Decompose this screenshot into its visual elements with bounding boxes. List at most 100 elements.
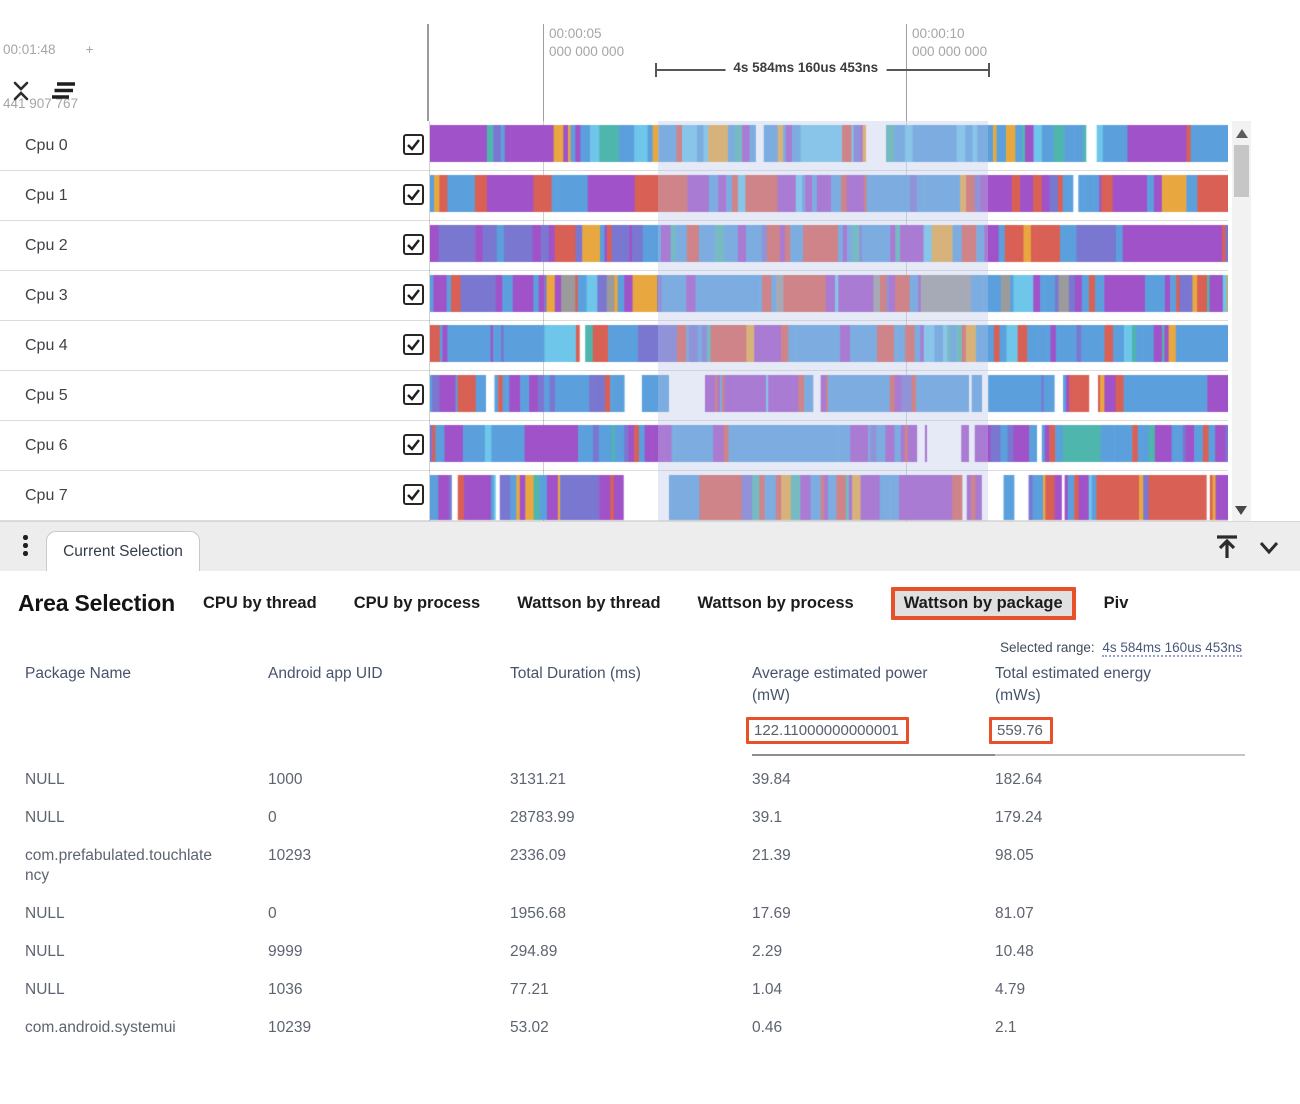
scrollbar-down-arrow-icon[interactable] xyxy=(1235,506,1247,515)
table-cell: 77.21 xyxy=(510,981,549,998)
table-cell: com.prefabulated.touchlatency xyxy=(25,847,212,884)
checkmark-icon xyxy=(407,239,420,251)
expand-panel-icon[interactable] xyxy=(1212,532,1242,562)
table-cell: 21.39 xyxy=(752,847,791,864)
table-cell: 179.24 xyxy=(995,809,1043,826)
selected-range-label: Selected range: xyxy=(1000,640,1095,655)
measure-label: 4s 584ms 160us 453ns xyxy=(725,60,887,75)
summary-avg-power-value: 122.11000000000001 xyxy=(746,717,909,744)
table-cell: 39.84 xyxy=(752,771,791,788)
selected-range-value[interactable]: 4s 584ms 160us 453ns xyxy=(1102,640,1242,657)
track-checkbox[interactable] xyxy=(403,284,424,305)
clock-time: 00:01:48 xyxy=(3,42,56,57)
track-label: Cpu 3 xyxy=(25,287,68,304)
checkmark-icon xyxy=(407,139,420,151)
checkmark-icon xyxy=(407,339,420,351)
table-cell: 2336.09 xyxy=(510,847,567,864)
tick-subtime: 000 000 000 xyxy=(912,44,988,59)
summary-cell-avg-power: 122.11000000000001 xyxy=(746,711,995,756)
panel-menu-icon[interactable] xyxy=(23,535,28,559)
arrow-up-to-line-icon xyxy=(1217,535,1237,558)
summary-cell-empty xyxy=(25,740,268,756)
table-cell: 39.1 xyxy=(752,809,783,826)
track-checkbox[interactable] xyxy=(403,384,424,405)
table-cell: 3131.21 xyxy=(510,771,567,788)
tick-time: 00:00:05 xyxy=(549,26,602,41)
track-label: Cpu 0 xyxy=(25,137,68,154)
table-cell: 0 xyxy=(268,809,277,826)
table-cell: NULL xyxy=(25,943,65,960)
tracks-scrollbar[interactable] xyxy=(1232,121,1251,521)
track-label: Cpu 7 xyxy=(25,487,68,504)
table-cell: 0.46 xyxy=(752,1019,783,1036)
view-tab-cpu-by-thread[interactable]: CPU by thread xyxy=(203,594,317,612)
timeline-tick xyxy=(543,24,544,121)
summary-cell-empty xyxy=(510,740,752,756)
timeline-tick xyxy=(906,24,907,121)
column-header-total-duration-ms: Total Duration (ms) xyxy=(510,665,641,682)
checkmark-icon xyxy=(407,489,420,501)
scrollbar-up-arrow-icon[interactable] xyxy=(1235,129,1248,138)
column-header-average-estimated-power-mw: Average estimated power (mW) xyxy=(752,665,928,704)
timeline-gridline xyxy=(429,121,430,521)
checkmark-icon xyxy=(407,289,420,301)
track-label: Cpu 6 xyxy=(25,437,68,454)
scrollbar-thumb[interactable] xyxy=(1234,145,1249,197)
area-selection-panel: Area Selection CPU by thread CPU by proce… xyxy=(0,571,1300,1104)
track-checkbox[interactable] xyxy=(403,484,424,505)
track-checkbox[interactable] xyxy=(403,134,424,155)
summary-total-energy-value: 559.76 xyxy=(989,717,1053,744)
track-label: Cpu 2 xyxy=(25,237,68,254)
table-cell: 10293 xyxy=(268,847,312,864)
view-tab-wattson-by-process[interactable]: Wattson by process xyxy=(697,594,854,612)
view-tab-wattson-by-thread[interactable]: Wattson by thread xyxy=(517,594,661,612)
table-cell: 1000 xyxy=(268,771,303,788)
table-cell: 1.04 xyxy=(752,981,783,998)
tick-time: 00:00:10 xyxy=(912,26,965,41)
checkmark-icon xyxy=(407,439,420,451)
track-checkbox[interactable] xyxy=(403,234,424,255)
table-cell: 53.02 xyxy=(510,1019,549,1036)
view-tab-piv[interactable]: Piv xyxy=(1103,594,1129,612)
track-checkbox[interactable] xyxy=(403,334,424,355)
track-checkbox[interactable] xyxy=(403,434,424,455)
table-cell: 81.07 xyxy=(995,905,1034,922)
chevron-down-icon xyxy=(1259,542,1279,555)
view-tab-wattson-by-package[interactable]: Wattson by package xyxy=(890,587,1076,620)
track-label: Cpu 1 xyxy=(25,187,68,204)
track-checkbox[interactable] xyxy=(403,184,424,205)
table-cell: 0 xyxy=(268,905,277,922)
sort-tracks-icon[interactable] xyxy=(48,80,78,102)
collapse-all-tracks-icon[interactable] xyxy=(10,80,32,102)
view-tab-cpu-by-process[interactable]: CPU by process xyxy=(353,594,481,612)
table-cell: 28783.99 xyxy=(510,809,575,826)
wattson-package-table: Package Name Android app UID Total Duratio… xyxy=(25,663,1245,1047)
column-header-android-app-uid: Android app UID xyxy=(268,665,383,682)
table-cell: 2.29 xyxy=(752,943,783,960)
table-cell: NULL xyxy=(25,809,65,826)
table-cell: 98.05 xyxy=(995,847,1034,864)
table-cell: 294.89 xyxy=(510,943,558,960)
table-cell: 17.69 xyxy=(752,905,791,922)
table-cell: 2.1 xyxy=(995,1019,1017,1036)
collapse-chevrons-icon xyxy=(13,81,29,101)
table-cell: NULL xyxy=(25,771,65,788)
table-cell: NULL xyxy=(25,905,65,922)
column-header-package-name: Package Name xyxy=(25,665,131,682)
tab-current-selection[interactable]: Current Selection xyxy=(46,531,200,571)
table-cell: 10.48 xyxy=(995,943,1034,960)
checkmark-icon xyxy=(407,389,420,401)
table-cell: NULL xyxy=(25,981,65,998)
cpu-tracks-canvas[interactable] xyxy=(430,121,1228,521)
trace-start-boundary xyxy=(427,24,429,121)
timeline-ruler[interactable]: 00:01:48 + 441 907 767 00:00:05 000 000 00… xyxy=(0,0,1300,121)
summary-cell-total-energy: 559.76 xyxy=(989,711,1245,756)
collapse-panel-icon[interactable] xyxy=(1254,532,1284,562)
table-cell: 1036 xyxy=(268,981,303,998)
timeline-tick-label: 00:00:10 000 000 000 xyxy=(912,25,987,61)
table-cell: 4.79 xyxy=(995,981,1026,998)
selection-duration-ruler: 4s 584ms 160us 453ns xyxy=(655,60,990,77)
viewport-start-timestamp: 00:01:48 + 441 907 767 xyxy=(3,5,93,149)
timeline-tick-label: 00:00:05 000 000 000 xyxy=(549,25,624,61)
